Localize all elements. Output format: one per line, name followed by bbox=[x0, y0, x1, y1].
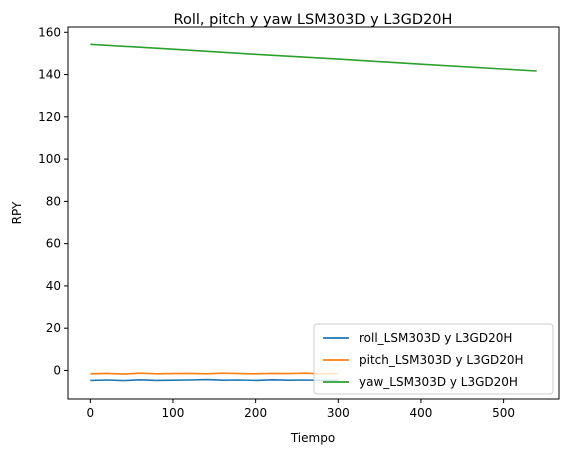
y-tick-label: 160 bbox=[38, 25, 61, 39]
y-tick-label: 140 bbox=[38, 68, 61, 82]
legend-label-3: yaw_LSM303D y L3GD20H bbox=[359, 375, 518, 389]
y-tick-label: 60 bbox=[46, 237, 61, 251]
series-line-2 bbox=[90, 372, 339, 375]
x-tick-label: 400 bbox=[410, 406, 433, 420]
x-tick-label: 200 bbox=[244, 406, 267, 420]
x-axis-label: Tiempo bbox=[290, 431, 335, 445]
y-tick-label: 80 bbox=[46, 194, 61, 208]
x-tick-label: 500 bbox=[492, 406, 515, 420]
chart-title: Roll, pitch y yaw LSM303D y L3GD20H bbox=[174, 12, 453, 28]
plot-area bbox=[90, 43, 537, 382]
legend-label-2: pitch_LSM303D y L3GD20H bbox=[359, 353, 524, 367]
x-tick-label: 0 bbox=[86, 406, 94, 420]
y-tick-label: 40 bbox=[46, 279, 61, 293]
axis-ticks: 0 100 200 300 400 500 0 20 40 60 80 100 120 140 160 bbox=[38, 25, 515, 420]
y-axis-label: RPY bbox=[10, 201, 24, 224]
axes-frame bbox=[67, 26, 560, 400]
y-tick-label: 120 bbox=[38, 110, 61, 124]
legend: roll_LSM303D y L3GD20H pitch_LSM303D y L3… bbox=[313, 323, 554, 395]
y-tick-label: 20 bbox=[46, 321, 61, 335]
y-tick-label: 0 bbox=[53, 363, 61, 377]
x-tick-label: 300 bbox=[327, 406, 350, 420]
series-line-3 bbox=[90, 43, 537, 72]
series-line-1 bbox=[90, 378, 339, 382]
legend-box bbox=[313, 323, 554, 395]
legend-label-1: roll_LSM303D y L3GD20H bbox=[359, 331, 512, 345]
y-tick-label: 100 bbox=[38, 152, 61, 166]
x-tick-label: 100 bbox=[162, 406, 185, 420]
